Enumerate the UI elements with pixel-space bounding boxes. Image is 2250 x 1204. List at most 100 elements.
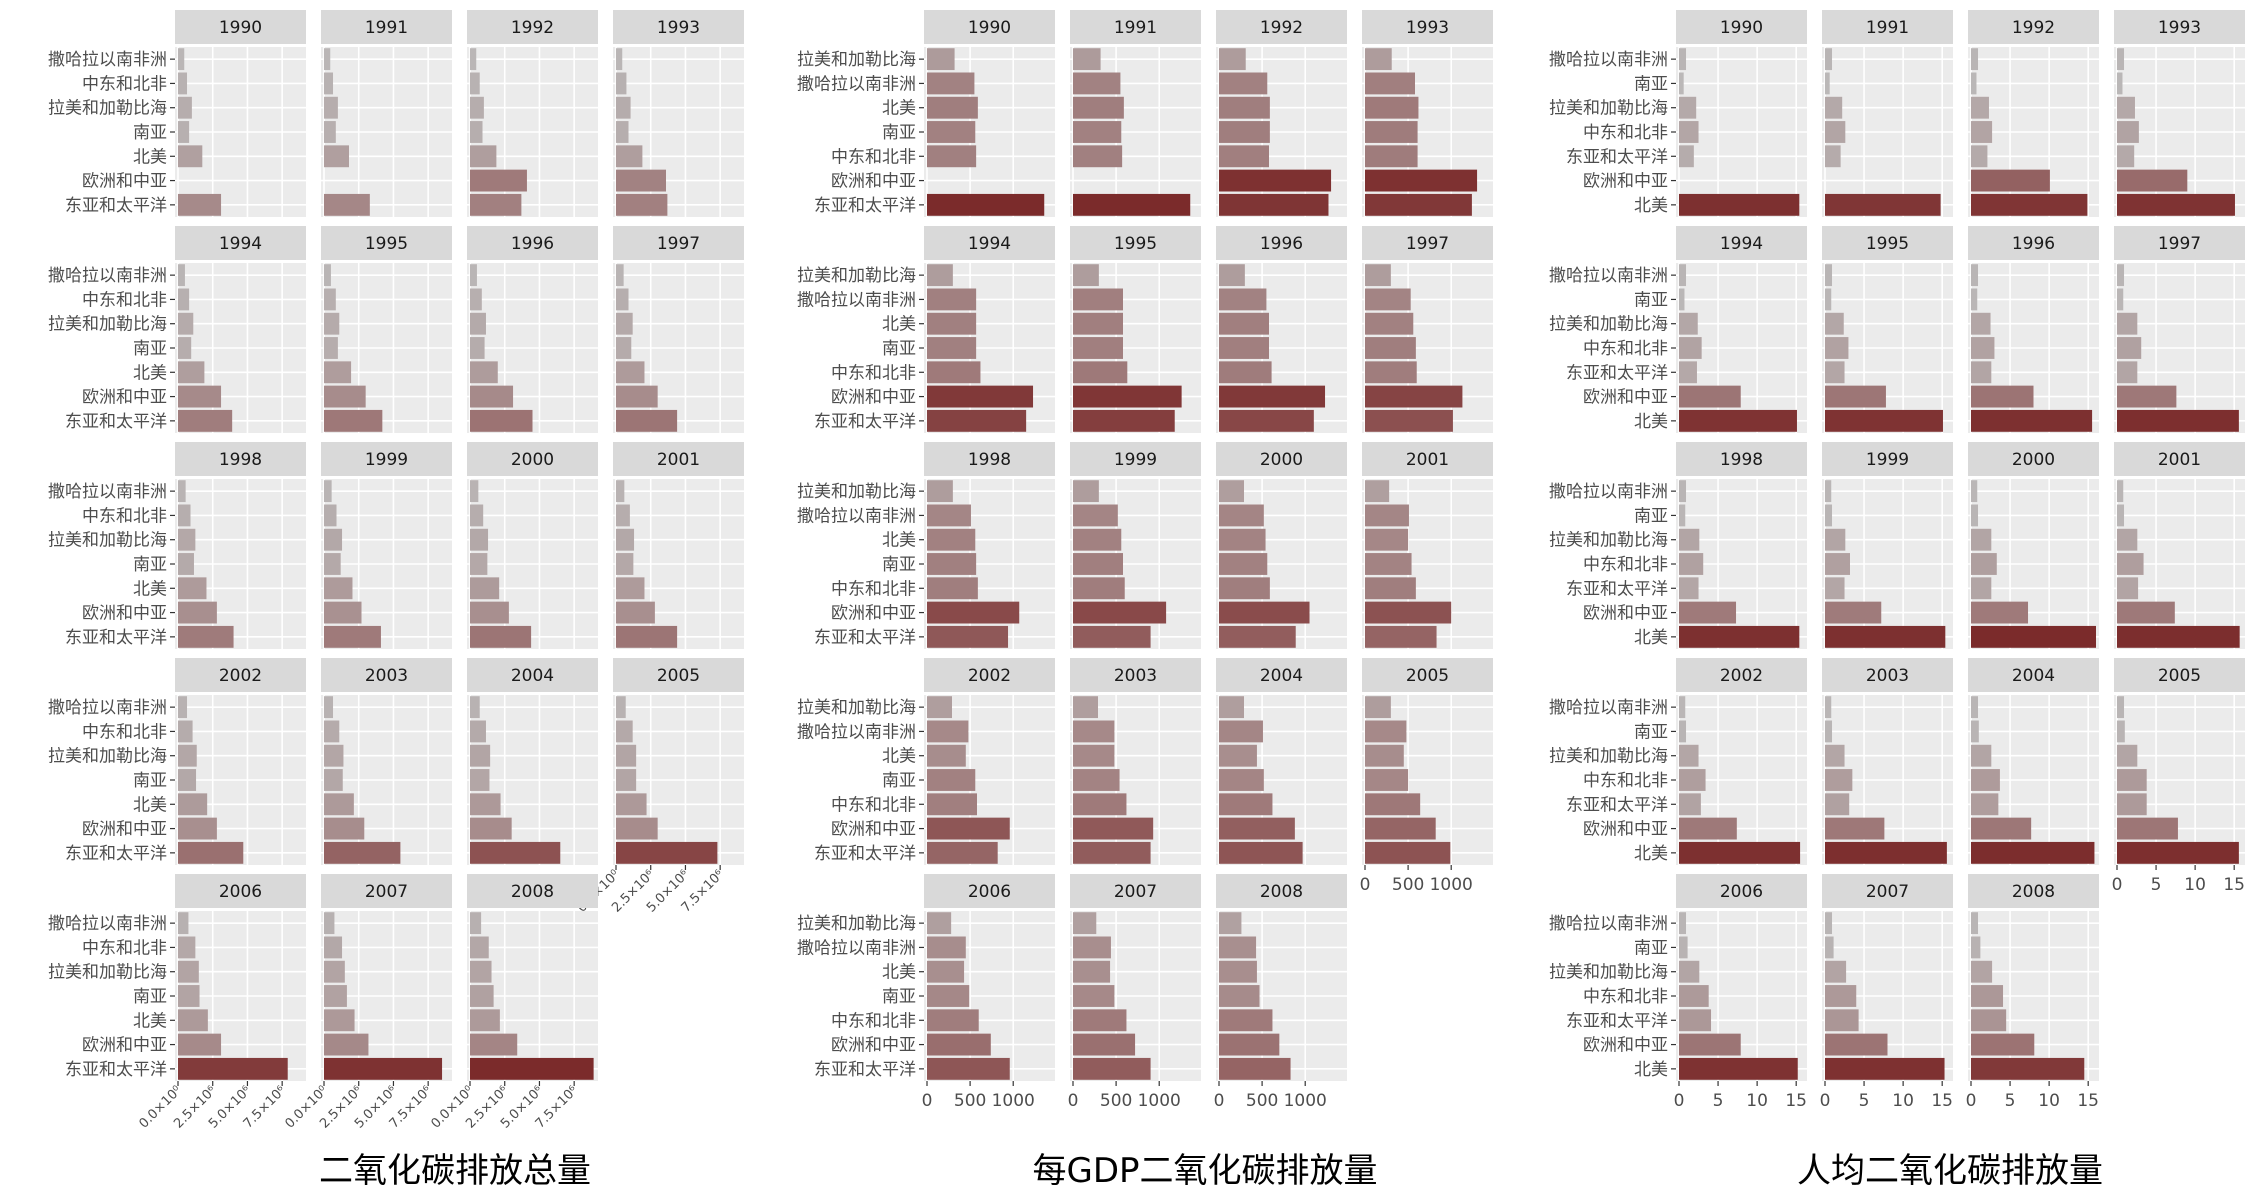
bar: [1825, 409, 1943, 432]
bar: [2117, 72, 2123, 95]
facet-strip: [1822, 226, 1953, 260]
x-tick-label: 0: [2112, 875, 2123, 895]
y-tick-label: 南亚: [1634, 290, 1668, 310]
bar: [1365, 817, 1436, 840]
facet-strip: [467, 442, 598, 476]
facet-strip-label: 2000: [1260, 450, 1303, 470]
facet-strip-label: 1994: [1720, 234, 1763, 254]
bar: [1365, 121, 1418, 143]
facet-strip-label: 2001: [2158, 450, 2201, 470]
bar: [1073, 121, 1122, 143]
bar: [2117, 625, 2240, 648]
facet-strip-label: 1997: [657, 234, 700, 254]
x-tick-label: 15: [1931, 1091, 1953, 1111]
bar: [1073, 720, 1115, 743]
bar: [178, 385, 222, 408]
bar: [616, 121, 629, 143]
bar: [2117, 312, 2138, 335]
bar: [1825, 1009, 1859, 1032]
y-tick-label: 拉美和加勒比海: [797, 914, 916, 934]
bar: [470, 480, 479, 503]
facet-strip-label: 2002: [219, 666, 262, 686]
bar: [2117, 553, 2144, 575]
facet-strip-label: 1996: [1260, 234, 1303, 254]
bar: [324, 577, 353, 600]
y-tick-label: 南亚: [882, 771, 916, 791]
bar: [927, 817, 1010, 840]
bar: [927, 264, 953, 287]
bar: [2117, 528, 2138, 551]
bar: [178, 48, 185, 71]
bar: [178, 361, 205, 384]
bar: [1365, 553, 1412, 575]
bar: [178, 769, 197, 791]
facet-strip-label: 1992: [511, 18, 554, 38]
bar: [1365, 769, 1409, 791]
y-tick-label: 中东和北非: [82, 290, 167, 310]
bar: [1365, 193, 1472, 216]
facet-strip: [1968, 658, 2099, 692]
bar: [178, 696, 188, 719]
y-tick-label: 中东和北非: [82, 74, 167, 94]
bar: [1971, 912, 1979, 935]
bar: [1219, 1057, 1291, 1080]
bar: [1365, 385, 1463, 408]
bar: [927, 1009, 979, 1032]
bar: [1219, 385, 1326, 408]
y-tick-label: 欧洲和中亚: [831, 388, 916, 408]
facet-strip-label: 2006: [968, 882, 1011, 902]
y-tick-label: 中东和北非: [831, 363, 916, 383]
bar: [2117, 264, 2125, 287]
bar: [927, 528, 976, 551]
bar: [927, 121, 976, 143]
x-tick-label: 500: [1100, 1091, 1132, 1111]
bar: [1219, 361, 1272, 384]
bar: [1971, 264, 1979, 287]
y-tick-label: 中东和北非: [831, 795, 916, 815]
bar: [470, 769, 490, 791]
bar: [1073, 744, 1115, 767]
bar: [927, 48, 955, 71]
bar: [1971, 169, 2050, 192]
bar: [1825, 841, 1947, 864]
bar: [1679, 193, 1800, 216]
bar: [616, 793, 647, 816]
y-tick-label: 拉美和加勒比海: [48, 747, 167, 767]
facet-strip-label: 1993: [2158, 18, 2201, 38]
bar: [1825, 504, 1833, 527]
bar: [1073, 793, 1127, 816]
y-tick-label: 撒哈拉以南非洲: [1549, 482, 1668, 502]
facet-strip: [1070, 442, 1201, 476]
bar: [1365, 528, 1409, 551]
bar: [2117, 121, 2139, 143]
y-tick-label: 东亚和太平洋: [65, 196, 167, 216]
facet-strip: [321, 658, 452, 692]
y-tick-label: 北美: [133, 147, 167, 167]
bar: [1219, 409, 1314, 432]
bar: [470, 48, 477, 71]
facet-strip: [613, 226, 744, 260]
y-tick-label: 南亚: [882, 987, 916, 1007]
bar: [324, 720, 340, 743]
x-tick-label: 1000: [1138, 1091, 1181, 1111]
facet-strip: [1968, 874, 2099, 908]
bar: [1825, 625, 1946, 648]
y-tick-label: 东亚和太平洋: [1566, 1011, 1668, 1031]
bar: [2117, 744, 2138, 767]
bar: [178, 912, 189, 935]
bar: [1365, 409, 1453, 432]
bar: [324, 409, 383, 432]
bar: [2117, 720, 2125, 743]
bar: [616, 193, 668, 216]
bar: [1971, 769, 2000, 791]
facet-strip: [1968, 442, 2099, 476]
y-tick-label: 欧洲和中亚: [1583, 604, 1668, 624]
facet-strip: [175, 442, 306, 476]
bar: [178, 1033, 222, 1056]
chart-title: 每GDP二氧化碳排放量: [1032, 1151, 1377, 1191]
bar: [616, 409, 678, 432]
bar: [927, 337, 977, 359]
bar: [2117, 361, 2138, 384]
bar: [1971, 337, 1995, 359]
y-tick-label: 撒哈拉以南非洲: [48, 482, 167, 502]
